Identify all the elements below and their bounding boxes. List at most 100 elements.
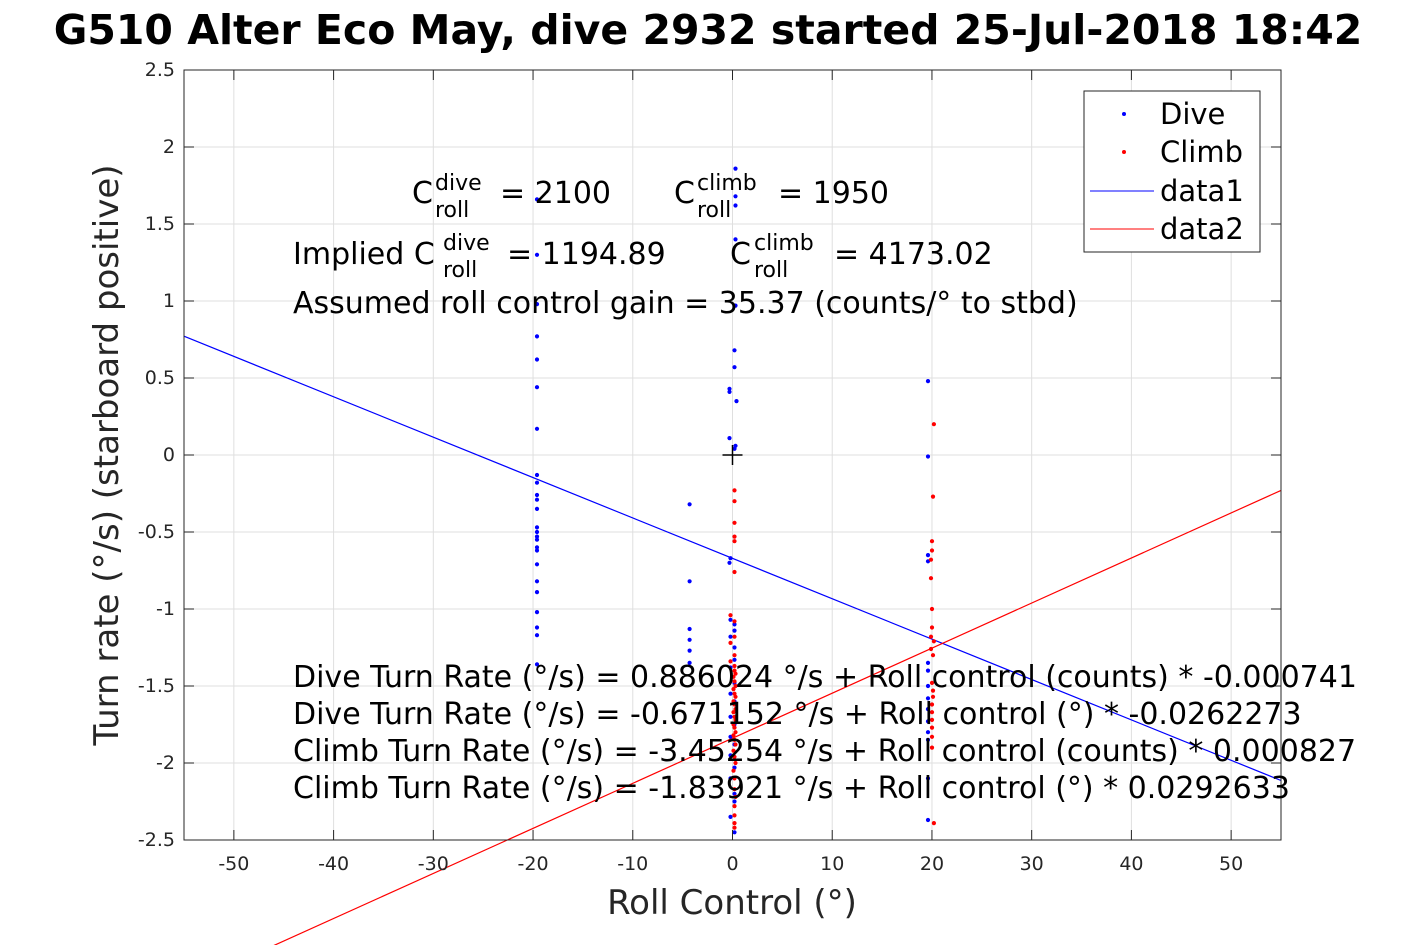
point-dive <box>534 610 540 615</box>
point-dive <box>534 537 540 542</box>
y-tick-label: -1 <box>156 598 175 620</box>
point-climb <box>733 707 738 712</box>
y-tick-label: -2 <box>156 752 175 774</box>
point-climb <box>929 539 935 544</box>
point-climb <box>732 679 737 684</box>
point-climb <box>929 702 935 707</box>
point-climb <box>732 488 737 493</box>
point-dive <box>925 660 931 666</box>
chart-title: G510 Alter Eco May, dive 2932 started 25… <box>54 6 1363 54</box>
point-dive <box>534 252 540 257</box>
point-dive <box>925 683 931 689</box>
point-climb <box>732 539 737 544</box>
point-climb <box>732 520 737 525</box>
point-climb <box>928 646 934 652</box>
series-line-data2 <box>273 489 1282 945</box>
point-dive <box>733 166 738 171</box>
y-tick-label: -2.5 <box>138 829 175 851</box>
point-dive <box>534 548 540 553</box>
point-climb <box>733 742 738 747</box>
y-tick-label: 2 <box>163 136 175 158</box>
point-dive <box>925 454 931 459</box>
climb-counts-equation: Climb Turn Rate (°/s) = -3.45254 °/s + R… <box>293 734 1356 769</box>
implied-climb-sub: roll <box>754 258 788 283</box>
tick-labels: -50 -40 -30 -20 -10 0 10 20 30 40 50-2.5-2-1.5-1-0… <box>138 59 1243 875</box>
point-climb <box>732 821 737 826</box>
point-dive <box>925 737 931 743</box>
x-tick-label: 10 <box>820 853 844 875</box>
point-climb <box>733 794 738 800</box>
point-dive <box>733 203 738 208</box>
point-dive <box>727 560 732 565</box>
legend-data2-label: data2 <box>1160 212 1244 246</box>
point-dive <box>727 436 732 441</box>
point-dive <box>687 660 692 666</box>
x-axis-label: Roll Control (°) <box>607 883 857 923</box>
point-dive <box>728 617 733 622</box>
point-dive <box>733 194 738 199</box>
y-tick-label: 0.5 <box>145 367 175 389</box>
point-climb <box>732 569 737 575</box>
point-climb <box>731 674 736 679</box>
point-climb <box>732 619 737 624</box>
point-dive <box>925 730 931 735</box>
gain-annotation: Assumed roll control gain = 35.37 (count… <box>293 286 1078 321</box>
implied-climb-sup: climb <box>754 231 814 256</box>
point-dive <box>733 237 738 242</box>
point-climb <box>931 821 937 826</box>
point-climb <box>732 825 737 830</box>
point-climb <box>732 634 737 639</box>
climb-degrees-equation: Climb Turn Rate (°/s) = -1.83921 °/s + R… <box>293 771 1290 806</box>
implied-dive-sub: roll <box>443 258 477 283</box>
point-dive <box>732 622 737 627</box>
point-dive <box>733 303 738 308</box>
point-dive <box>732 657 737 662</box>
point-dive <box>925 817 931 823</box>
point-dive <box>534 662 540 667</box>
legend-data1-label: data1 <box>1160 174 1244 208</box>
point-dive <box>925 668 931 673</box>
point-climb <box>931 639 937 644</box>
point-dive <box>728 556 733 561</box>
cdive-label: C <box>412 176 433 211</box>
point-climb <box>928 557 934 562</box>
point-climb <box>929 717 935 723</box>
legend-dive-marker <box>1122 112 1126 116</box>
point-climb <box>929 734 935 739</box>
point-dive <box>728 691 733 696</box>
point-dive <box>534 302 540 307</box>
point-climb <box>930 694 936 699</box>
point-climb <box>931 422 937 427</box>
point-climb <box>732 754 737 759</box>
point-climb <box>929 606 935 612</box>
point-climb <box>930 653 936 658</box>
x-tick-label: -40 <box>318 853 349 875</box>
point-dive <box>732 645 737 650</box>
point-dive <box>534 472 540 478</box>
point-dive <box>925 776 931 781</box>
point-dive <box>732 348 737 353</box>
point-dive <box>727 386 732 391</box>
point-climb <box>733 683 738 689</box>
implied-climb-value: = 4173.02 <box>834 237 993 272</box>
dive-counts-equation: Dive Turn Rate (°/s) = 0.886024 °/s + Ro… <box>293 660 1357 695</box>
point-dive <box>534 633 540 638</box>
x-tick-label: -20 <box>518 853 549 875</box>
point-dive <box>925 379 931 384</box>
point-climb <box>731 710 736 715</box>
point-climb <box>930 494 936 499</box>
y-tick-label: 1 <box>163 290 175 312</box>
point-climb <box>929 680 935 686</box>
legend-box <box>1083 90 1261 253</box>
point-dive <box>732 830 737 835</box>
point-dive <box>534 480 540 485</box>
point-climb <box>731 748 736 753</box>
cdive-sub: roll <box>435 198 469 223</box>
point-dive <box>534 525 540 530</box>
implied-label: Implied C <box>293 237 435 272</box>
data-points <box>534 166 937 835</box>
point-dive <box>727 389 732 394</box>
cclimb-label: C <box>674 176 695 211</box>
point-dive <box>534 534 540 539</box>
point-dive <box>534 197 540 202</box>
